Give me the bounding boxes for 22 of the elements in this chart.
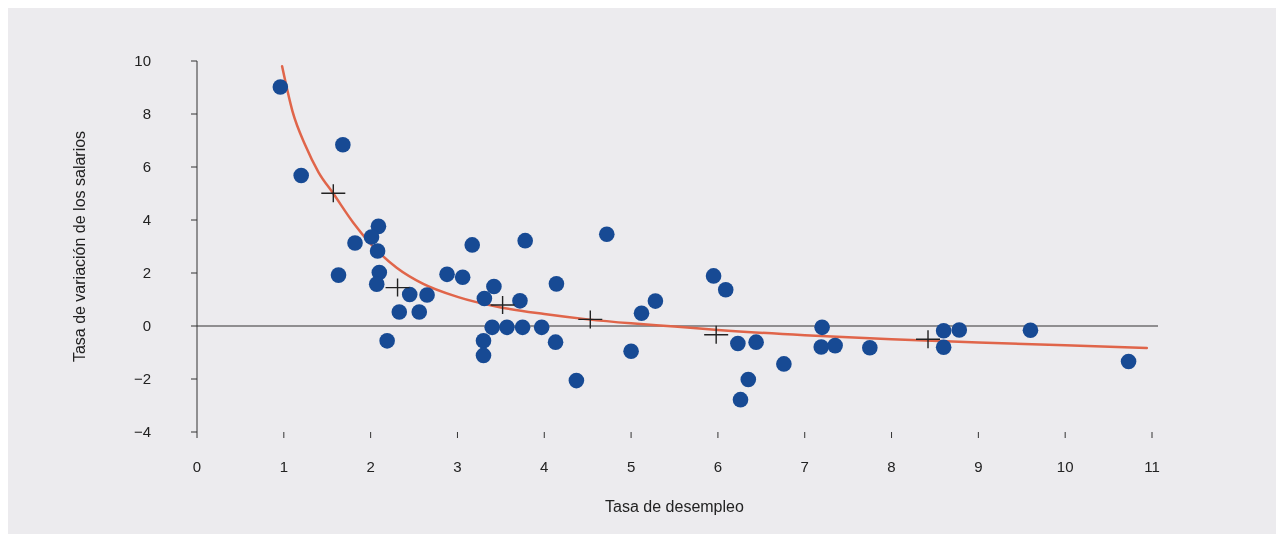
x-tick-label: 7 bbox=[800, 458, 809, 475]
x-tick-label: 6 bbox=[713, 458, 723, 475]
y-tick-label: 8 bbox=[142, 105, 151, 123]
x-tick-label: 5 bbox=[626, 458, 636, 475]
y-tick-label: 4 bbox=[142, 211, 151, 229]
y-axis-title: Tasa de variación de los salarios bbox=[71, 130, 88, 363]
x-tick-label: 10 bbox=[1056, 458, 1074, 475]
x-axis-title: Tasa de desempleo bbox=[605, 498, 744, 515]
x-tick-label: 0 bbox=[192, 458, 202, 475]
x-tick-label: 8 bbox=[887, 458, 896, 475]
y-tick-label: 0 bbox=[142, 317, 151, 335]
x-tick-label: 2 bbox=[366, 458, 375, 475]
y-tick-label: −2 bbox=[133, 370, 151, 388]
x-tick-label: 11 bbox=[1144, 458, 1160, 475]
x-tick-label: 1 bbox=[279, 458, 288, 475]
y-tick-label: −4 bbox=[133, 423, 151, 441]
x-tick-label: 3 bbox=[453, 458, 462, 475]
y-tick-label: 10 bbox=[134, 52, 151, 70]
y-tick-label: 2 bbox=[142, 264, 151, 282]
x-tick-label: 4 bbox=[540, 458, 549, 475]
x-tick-label: 9 bbox=[974, 458, 983, 475]
y-tick-label: 6 bbox=[142, 158, 151, 176]
